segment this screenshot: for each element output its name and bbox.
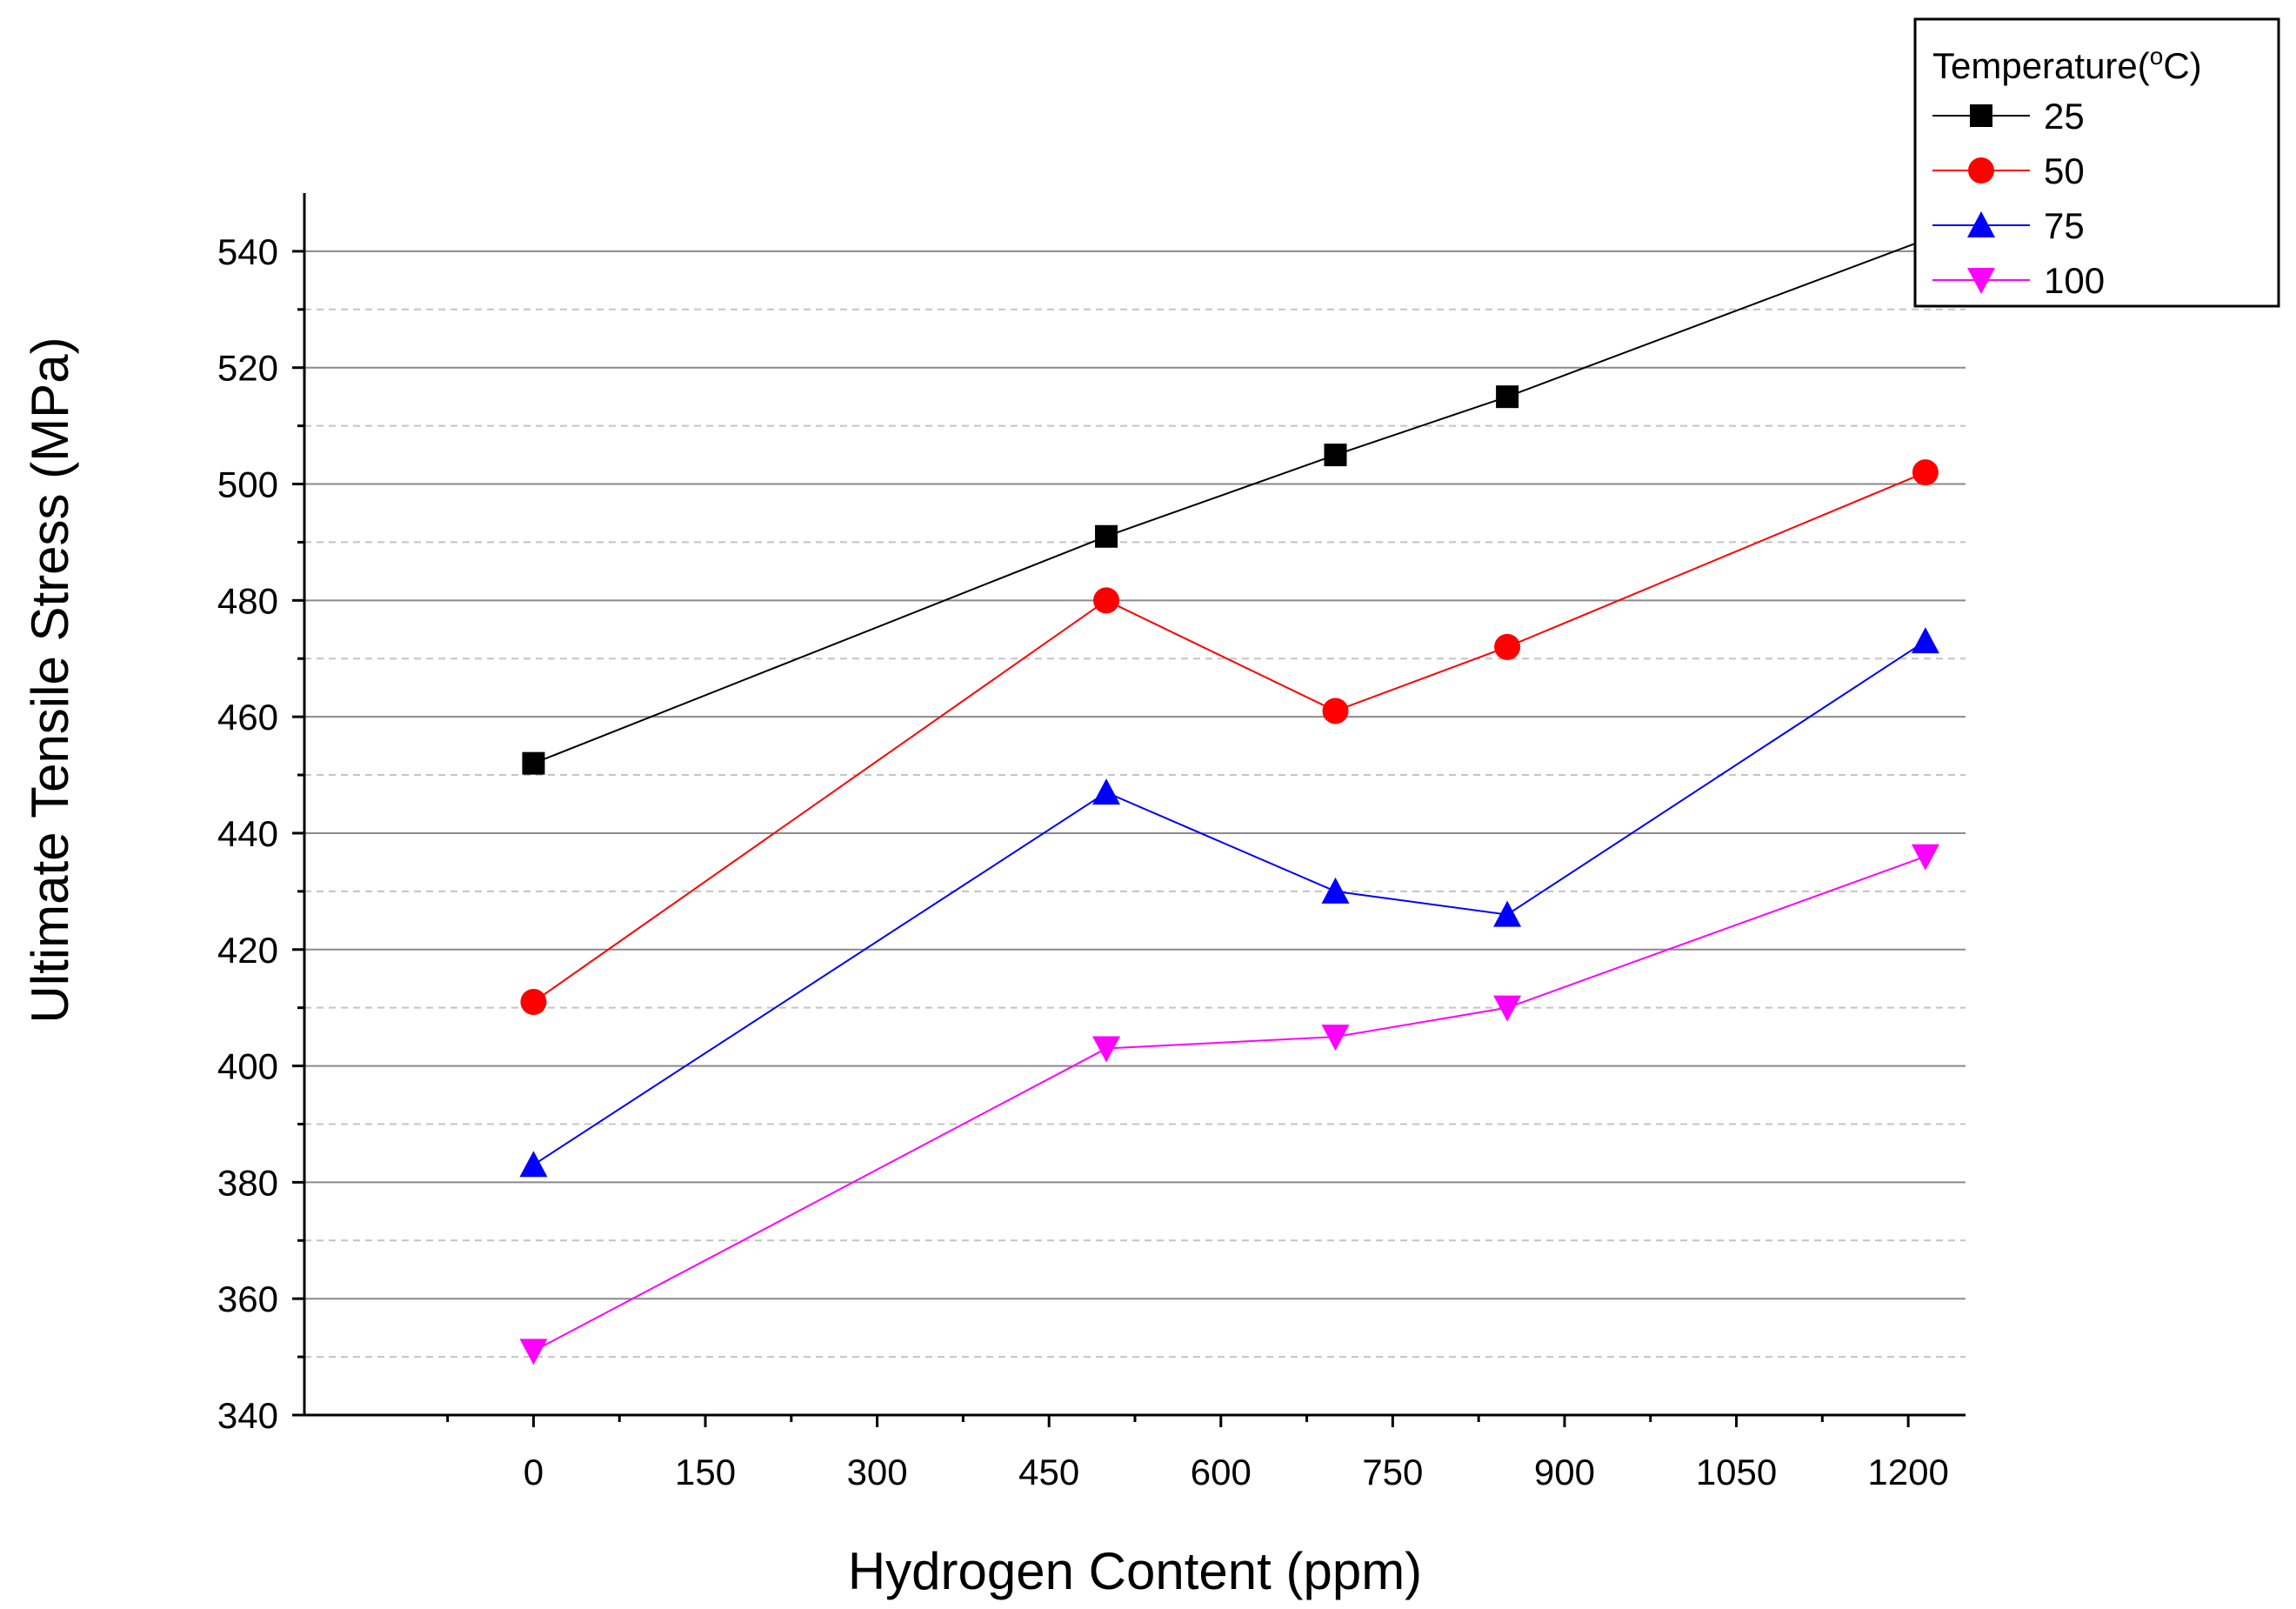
legend-marker-25 (1970, 104, 1992, 127)
series-line-100 (532, 855, 1926, 1352)
legend: Temperature(oC) 25 50 75 100 (1913, 17, 2280, 308)
legend-label: 50 (2044, 150, 2085, 191)
x-axis-title: Hydrogen Content (ppm) (848, 1542, 1422, 1600)
y-tick-label: 520 (217, 348, 278, 389)
grid (304, 250, 1966, 1359)
axes: 340 360 380 400 420 440 460 480 500 520 540 0 150 300… (217, 193, 1966, 1492)
data-point-100 (1092, 1036, 1121, 1063)
data-point-50 (520, 988, 547, 1015)
data-point-50 (1494, 633, 1521, 660)
data-point-75 (1092, 778, 1121, 805)
x-tick-label: 0 (524, 1452, 544, 1492)
x-tick-label: 750 (1362, 1452, 1423, 1492)
series-line-50 (532, 471, 1926, 1003)
legend-item-50: 50 (1932, 150, 2085, 191)
data-point-100 (1493, 995, 1522, 1022)
x-tick-label: 150 (675, 1452, 736, 1492)
y-tick-label: 540 (217, 231, 278, 272)
data-point-75 (1911, 627, 1939, 654)
series-100 (519, 844, 1939, 1365)
legend-item-75: 75 (1932, 205, 2085, 246)
data-point-100 (1911, 844, 1939, 871)
data-point-50 (1322, 698, 1349, 724)
data-point-25 (1496, 385, 1519, 409)
y-axis-title: Ultimate Tensile Stress (MPa) (21, 337, 79, 1023)
y-tick-label: 420 (217, 930, 278, 971)
data-point-100 (519, 1339, 548, 1365)
y-tick-label: 380 (217, 1162, 278, 1203)
y-tick-label: 400 (217, 1046, 278, 1087)
y-tick-label: 500 (217, 464, 278, 505)
x-tick-label: 600 (1191, 1452, 1251, 1492)
legend-label: 25 (2044, 96, 2085, 137)
data-point-50 (1093, 587, 1120, 614)
x-tick-label: 300 (847, 1452, 908, 1492)
legend-marker-100 (1967, 268, 1995, 294)
data-point-75 (1321, 877, 1350, 904)
legend-title: Temperature(oC) (1932, 43, 2202, 86)
legend-label: 75 (2044, 205, 2085, 246)
y-tick-label: 480 (217, 580, 278, 621)
y-tick-label: 360 (217, 1279, 278, 1319)
series-group (519, 228, 1939, 1365)
data-point-25 (522, 751, 545, 775)
series-line-75 (532, 640, 1926, 1166)
data-point-25 (1095, 524, 1118, 548)
data-point-75 (519, 1151, 548, 1178)
x-tick-label: 900 (1534, 1452, 1595, 1492)
legend-item-100: 100 (1932, 260, 2105, 301)
legend-label: 100 (2044, 260, 2105, 301)
data-point-75 (1493, 900, 1522, 927)
data-point-100 (1321, 1025, 1350, 1052)
data-point-50 (1912, 459, 1939, 486)
series-line-25 (533, 238, 1926, 764)
x-tick-label: 1050 (1696, 1452, 1777, 1492)
y-tick-label: 460 (217, 697, 278, 738)
x-tick-label: 1200 (1867, 1452, 1948, 1492)
y-tick-label: 440 (217, 813, 278, 854)
x-tick-label: 450 (1018, 1452, 1079, 1492)
legend-items: 25 50 75 100 (1932, 96, 2105, 301)
legend-marker-75 (1967, 211, 1995, 237)
legend-marker-50 (1968, 157, 1994, 184)
legend-item-25: 25 (1932, 96, 2085, 137)
data-point-25 (1324, 444, 1347, 467)
y-tick-label: 340 (217, 1395, 278, 1436)
series-50 (520, 459, 1939, 1015)
series-75 (519, 627, 1939, 1178)
